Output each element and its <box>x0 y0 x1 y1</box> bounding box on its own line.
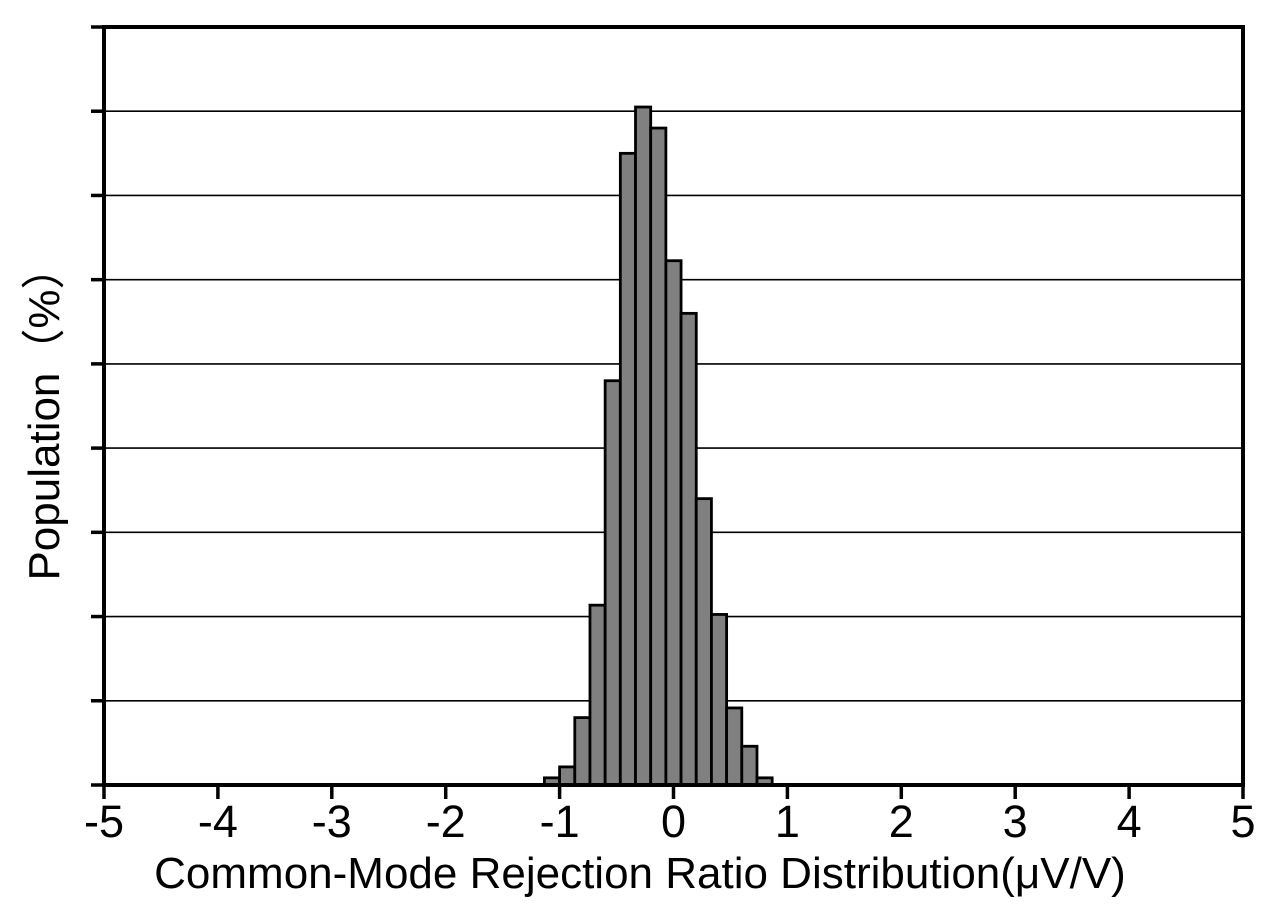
histogram-bar <box>573 716 592 787</box>
histogram-bar <box>603 379 622 787</box>
x-tick-label: -1 <box>540 796 580 847</box>
histogram-bar <box>664 259 683 787</box>
x-tick-label: -3 <box>312 796 352 847</box>
histogram-bar <box>725 706 744 787</box>
histogram-bar <box>710 613 729 787</box>
x-tick-label: 1 <box>775 796 800 847</box>
histogram-bar <box>694 497 713 787</box>
histogram-bar <box>649 126 668 787</box>
histogram-bar <box>679 311 698 787</box>
x-tick-label: -5 <box>84 796 124 847</box>
histogram-bar <box>740 744 759 787</box>
y-axis-title: Population（%） <box>20 245 69 581</box>
x-tick-label: 0 <box>661 796 686 847</box>
x-tick-label: 3 <box>1003 796 1028 847</box>
histogram-bar <box>634 105 653 787</box>
histogram-bar <box>558 765 577 787</box>
histogram-bar <box>618 151 637 787</box>
x-tick-label: 2 <box>889 796 914 847</box>
x-tick-label: 4 <box>1117 796 1142 847</box>
x-tick-label: 5 <box>1230 796 1255 847</box>
x-axis-title: Common-Mode Rejection Ratio Distribution… <box>154 849 1126 898</box>
histogram-bar <box>588 603 607 787</box>
x-tick-label: -4 <box>198 796 238 847</box>
x-tick-label: -2 <box>426 796 466 847</box>
